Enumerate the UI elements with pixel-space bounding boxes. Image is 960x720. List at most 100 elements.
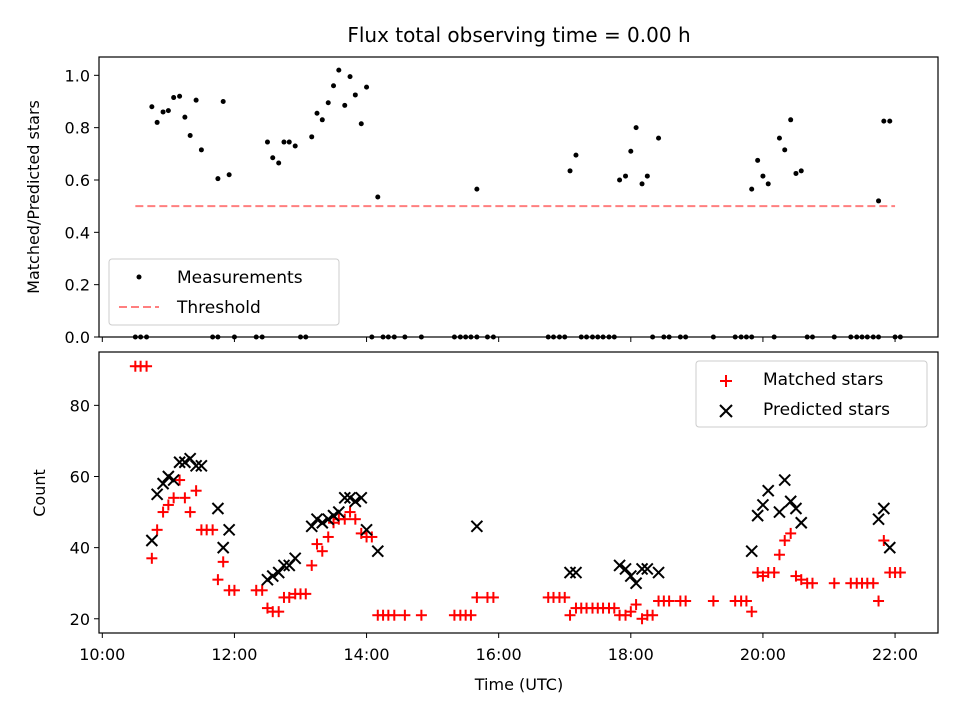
measurement-point [474,186,480,192]
matched-star-point [344,506,356,518]
measurement-point [639,181,645,187]
matched-star-point [388,609,400,621]
matched-star-point [300,588,312,600]
measurement-point [749,186,755,192]
bottom-x-tick-label: 16:00 [476,645,522,664]
measurement-point [309,134,315,140]
bottom-y-axis: 20 40 60 80 [70,396,99,629]
bottom-y-tick-label: 20 [70,610,90,629]
measurement-point [336,67,342,73]
predicted-star-point [332,505,346,519]
matched-star-point [316,545,328,557]
bottom-y-tick-label: 80 [70,396,90,415]
matched-star-point [283,591,295,603]
matched-star-point [773,549,785,561]
measurement-point [364,84,370,90]
measurement-point [149,104,155,110]
measurement-point [358,121,364,127]
bottom-x-axis-label: Time (UTC) [474,675,563,694]
matched-star-point [366,531,378,543]
bottom-x-tick-label: 10:00 [79,645,125,664]
measurement-point [567,168,573,174]
top-legend: Measurements Threshold [108,258,340,326]
measurement-point [656,135,662,141]
matched-star-point [228,584,240,596]
predicted-star-point [349,495,362,508]
predicted-star-point [624,569,638,583]
measurement-point [325,100,331,106]
matched-star-point [141,360,153,372]
measurement-point [352,92,358,98]
measurement-point [765,181,771,187]
bottom-x-axis: 10:00 12:00 14:00 16:00 18:00 20:00 22:00 [79,633,918,664]
predicted-star-point [371,544,384,558]
predicted-star-point [355,491,368,505]
predicted-star-point [641,562,654,576]
bottom-x-tick-label: 18:00 [608,645,654,664]
matched-star-point [746,606,758,618]
predicted-star-point [261,573,274,586]
matched-star-point [273,606,285,618]
top-y-axis: 0.0 0.2 0.4 0.6 0.8 1.0 [65,66,99,347]
measurement-point [226,172,232,178]
measurement-point [165,108,171,114]
predicted-star-point [288,552,302,565]
matched-star-point [311,538,323,550]
predicted-star-point [195,459,208,473]
measurement-point [644,173,650,179]
measurement-point [782,147,788,153]
measurement-point [776,135,782,141]
matched-star-point [184,506,196,518]
matched-star-point [415,609,427,621]
matched-star-point [322,531,334,543]
top-plot-frame [98,56,939,338]
predicted-star-point [872,512,885,526]
measurement-point [876,198,882,204]
top-y-tick-label: 0.6 [65,171,90,190]
measurement-point [264,139,270,145]
top-y-tick-label: 0.8 [65,119,90,138]
predicted-star-point [145,534,159,547]
legend-matched-label: Matched stars [763,370,883,390]
measurement-point [628,148,634,154]
matched-star-point [564,609,576,621]
bottom-legend: Matched stars Predicted stars [695,360,928,428]
measurement-point [171,95,177,101]
predicted-star-point [745,544,758,558]
matched-star-point [339,513,351,525]
measurement-point [319,117,325,123]
legend-predicted-marker [719,404,733,418]
measurement-point [881,118,887,124]
matched-star-point [174,474,186,486]
predicted-star-point [773,505,786,519]
measurement-point [286,139,292,145]
matched-star-point [608,602,620,614]
measurement-point [270,155,276,161]
matched-star-point [146,552,158,564]
predicted-star-point [272,566,285,579]
matched-star-point [151,524,163,536]
predicted-star-point [652,566,665,579]
matched-star-point [179,492,191,504]
predicted-star-point [167,473,180,487]
predicted-star-point [762,484,775,497]
measurement-point [220,98,226,104]
matched-star-point [306,559,318,571]
measurement-point [617,177,623,183]
matched-star-point [828,577,840,589]
matched-star-point [465,609,477,621]
legend-matched-marker [720,375,732,387]
predicted-star-point [216,541,230,554]
predicted-star-point [310,512,324,526]
matched-star-point [487,591,499,603]
top-legend-box [108,258,340,326]
matched-star-point [559,591,571,603]
measurement-point [375,194,381,200]
measurement-point [760,173,766,179]
measurement-point [314,110,320,116]
top-series-group [132,67,903,340]
measurement-point [347,74,353,80]
matched-star-point [680,595,692,607]
measurement-point [193,97,199,103]
matched-star-point [768,567,780,579]
